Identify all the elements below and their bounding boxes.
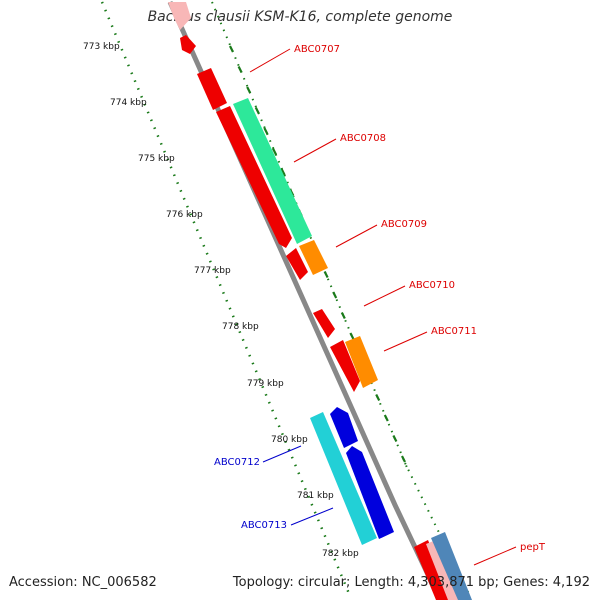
gene-feature-ABC0709-cog[interactable] (299, 240, 328, 275)
inner-tick (323, 271, 329, 278)
inner-tick (332, 291, 338, 299)
ruler-label: 781 kbp (297, 491, 334, 501)
inner-tick (263, 127, 269, 135)
ruler-label: 776 kbp (166, 210, 203, 220)
gene-feature-pepT-cog[interactable] (431, 532, 472, 600)
inner-tick (340, 312, 346, 319)
inner-tick (254, 107, 260, 114)
inner-tick (246, 86, 252, 94)
gene-label[interactable]: pepT (520, 542, 546, 553)
gene-leader-line (290, 507, 334, 526)
inner-tick (349, 332, 355, 340)
gene-label[interactable]: ABC0711 (431, 326, 477, 337)
gene-label[interactable]: ABC0709 (381, 219, 427, 230)
gene-feature-ABC0712[interactable] (330, 407, 358, 448)
gene-leader-line (262, 445, 302, 463)
gene-label[interactable]: ABC0707 (294, 44, 340, 55)
ruler-label: 773 kbp (83, 42, 120, 52)
gene-feature-ABC0713[interactable] (346, 446, 394, 539)
ruler-label: 774 kbp (110, 98, 147, 108)
gene-feature-ABC0712-cog[interactable] (310, 412, 377, 545)
genome-summary: Topology: circular; Length: 4,303,871 bp… (232, 575, 590, 590)
ruler-labels: 773 kbp 774 kbp 775 kbp 776 kbp 777 kbp 778 k… (83, 42, 359, 559)
accession-label: Accession: NC_006582 (9, 575, 157, 590)
ruler-label: 779 kbp (247, 379, 284, 389)
gene-label[interactable]: ABC0708 (340, 133, 386, 144)
gene-leader-line (473, 546, 517, 566)
gene-feature-ABC0708-cog[interactable] (233, 98, 312, 244)
gene-label[interactable]: ABC0712 (214, 457, 260, 468)
inner-tick (280, 168, 286, 176)
gene-feature-faded[interactable] (168, 2, 191, 30)
inner-tick (383, 414, 389, 422)
gene-feature-ABC0711-cog[interactable] (345, 336, 378, 388)
inner-tick (392, 435, 398, 442)
gene-feature-ABC0707-upper[interactable] (197, 68, 227, 110)
gene-leader-line (249, 48, 291, 73)
inner-tick (272, 148, 277, 155)
inner-tick (401, 455, 406, 463)
inner-tick (229, 45, 234, 53)
inner-tick (237, 66, 243, 73)
gene-leader-line (335, 224, 378, 248)
ruler-label: 780 kbp (271, 435, 308, 445)
ruler-label: 782 kbp (322, 549, 359, 559)
gene-feature-ABC0711[interactable] (330, 340, 360, 392)
gene-labels: ABC0707 ABC0708 ABC0709 ABC0710 ABC0711 ABC07… (214, 44, 546, 566)
ruler-label: 777 kbp (194, 266, 231, 276)
map-title: Bacillus clausii KSM-K16, complete genom… (147, 9, 453, 25)
gene-leader-line (293, 138, 337, 163)
gene-label[interactable]: ABC0710 (409, 280, 455, 291)
gene-label[interactable]: ABC0713 (241, 520, 287, 531)
inner-tick (375, 394, 381, 401)
ruler-label: 775 kbp (138, 154, 175, 164)
ruler-track-outer (100, 1, 352, 597)
gene-feature-ABC0707-lower[interactable] (216, 106, 292, 248)
gene-leader-line (383, 331, 428, 352)
ruler-label: 778 kbp (222, 322, 259, 332)
gene-feature-small-red[interactable] (180, 35, 196, 54)
gene-feature-ABC0710[interactable] (313, 309, 335, 338)
gene-leader-line (363, 285, 406, 307)
gene-feature-ABC0709[interactable] (286, 248, 308, 280)
